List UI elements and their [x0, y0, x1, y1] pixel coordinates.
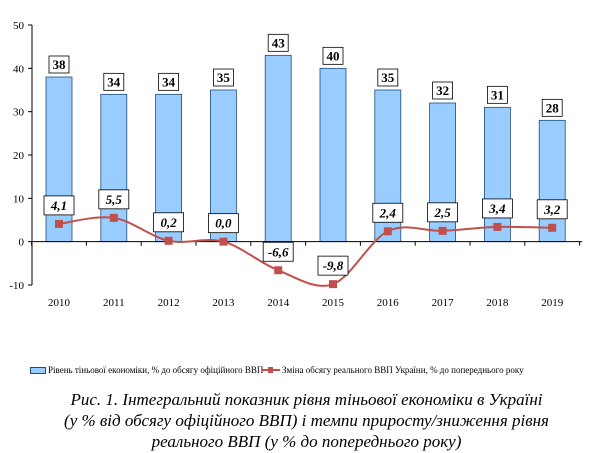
line-point-2014 — [274, 266, 283, 275]
y-tick-label: 40 — [13, 63, 25, 75]
y-tick-label: 10 — [13, 193, 25, 205]
bar-label-box — [158, 72, 180, 91]
line-point-2013 — [219, 237, 228, 246]
x-tick-label: 2017 — [432, 297, 455, 309]
bar-label: 35 — [381, 70, 395, 85]
bar-label-box — [212, 68, 234, 87]
line-label: -9,8 — [323, 258, 344, 273]
bar-label-box — [541, 98, 563, 117]
bar-label-box — [322, 46, 344, 65]
line-point-2017 — [438, 226, 447, 235]
bar-label-box — [267, 33, 289, 52]
x-tick-label: 2012 — [158, 297, 180, 309]
line-label-box — [317, 255, 349, 276]
y-tick-label: 0 — [19, 237, 25, 249]
chart: -10 0 10 20 30 40 50 38 34 34 35 43 40 35 32 31 28 2010 20… — [9, 20, 582, 309]
bar-label: 35 — [217, 70, 231, 85]
line-label-box — [536, 199, 568, 220]
bar-2010 — [45, 76, 73, 243]
x-tick-label: 2016 — [377, 297, 400, 309]
bar-2015 — [319, 67, 347, 243]
line-label-box — [372, 202, 404, 223]
legend-line-swatch-icon — [262, 367, 280, 373]
line-point-2018 — [493, 222, 502, 231]
caption-line-2: (у % від обсягу офіційного ВВП) і темпи … — [64, 411, 549, 430]
line-point-2016 — [383, 227, 392, 236]
bar-label-box — [48, 55, 70, 74]
bar-label: 34 — [107, 74, 121, 89]
line-label-box — [207, 213, 239, 234]
line-label-box — [153, 212, 185, 233]
x-tick-label: 2019 — [541, 297, 564, 309]
line-label: -6,6 — [268, 244, 289, 259]
line-label: 2,4 — [379, 205, 397, 220]
bar-label: 40 — [327, 48, 340, 63]
bar-label: 43 — [272, 35, 286, 50]
legend-bar-swatch-icon — [30, 366, 46, 374]
x-tick-label: 2014 — [267, 297, 290, 309]
bar-label: 34 — [162, 74, 176, 89]
x-tick-label: 2015 — [322, 297, 345, 309]
legend-label-line: Зміна обсягу реального ВВП України, % до… — [282, 365, 524, 375]
y-tick-label: 20 — [13, 150, 25, 162]
y-tick-label: 30 — [13, 107, 25, 119]
line-label-box — [98, 189, 130, 210]
line-point-2010 — [55, 219, 63, 228]
line-label: 4,1 — [50, 198, 67, 213]
bar-label-box — [486, 85, 508, 104]
line-label: 5,5 — [106, 192, 123, 207]
line-label: 3,2 — [543, 202, 561, 217]
growth-line — [58, 216, 553, 287]
y-tick-label: 50 — [13, 20, 25, 32]
x-tick-label: 2013 — [212, 297, 235, 309]
bar-2014 — [264, 54, 292, 243]
x-tick-label: 2011 — [103, 297, 125, 309]
x-tick-label: 2010 — [48, 297, 71, 309]
line-point-2015 — [329, 280, 337, 289]
bar-2019 — [538, 119, 566, 243]
legend-item-bars: Рівень тіньової економіки, % до обсягу о… — [30, 365, 263, 375]
x-tick-label: 2018 — [486, 297, 509, 309]
line-label: 0,0 — [215, 216, 232, 231]
bar-label: 32 — [436, 83, 449, 98]
line-label: 0,2 — [160, 215, 177, 230]
bar-label: 31 — [491, 87, 504, 102]
line-label-box — [43, 195, 75, 216]
line-label-box — [427, 202, 459, 223]
bar-label-box — [103, 72, 125, 91]
line-label: 2,5 — [433, 205, 451, 220]
line-point-2011 — [109, 213, 118, 222]
line-point-2019 — [548, 223, 557, 232]
bar-label: 28 — [546, 100, 560, 115]
caption-line-1: Рис. 1. Інтегральний показник рівня тінь… — [70, 390, 543, 409]
y-tick-label: -10 — [9, 280, 24, 292]
line-label: 3,4 — [488, 201, 506, 216]
line-label-box — [481, 198, 513, 219]
figure-caption: Рис. 1. Інтегральний показник рівня тінь… — [0, 389, 613, 452]
line-label-box — [262, 241, 294, 262]
line-point-2012 — [164, 236, 173, 245]
bar-label-box — [432, 81, 454, 100]
bar-label-box — [377, 68, 399, 87]
legend-label-bars: Рівень тіньової економіки, % до обсягу о… — [48, 365, 264, 375]
caption-line-3: реального ВВП (у % до попереднього року) — [151, 432, 462, 451]
legend-item-line: Зміна обсягу реального ВВП України, % до… — [262, 365, 524, 375]
bar-2018 — [483, 106, 511, 243]
bar-label: 38 — [53, 57, 67, 72]
